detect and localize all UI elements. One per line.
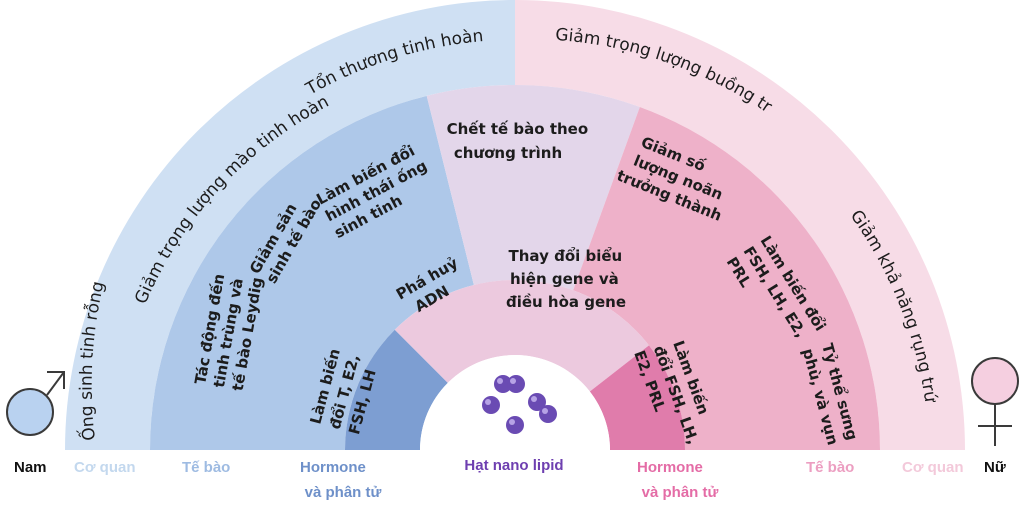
cell-ring-female [573, 107, 880, 450]
center-core [420, 355, 610, 450]
hormone-label-female: Hormone và phân tử [637, 459, 718, 501]
hormone-label-male: Hormone và phân tử [300, 459, 381, 501]
nanoparticle-highlight [510, 378, 516, 384]
male-symbol-icon [6, 371, 65, 436]
nanoparticle-highlight [497, 378, 503, 384]
center-label: Hạt nano lipid [464, 457, 563, 474]
nanoparticle-highlight [509, 419, 515, 425]
nanoparticle-cluster [482, 375, 557, 434]
hormone-ring-male [345, 329, 448, 450]
organ-label-male: Cơ quan [74, 459, 136, 476]
gender-female-label: Nữ [984, 459, 1006, 476]
cell-label-male: Tế bào [182, 459, 230, 476]
female-symbol-icon [971, 357, 1019, 446]
nanoparticle-highlight [542, 408, 548, 414]
hormone-ring-center [394, 279, 649, 392]
nanoparticle-highlight [485, 399, 491, 405]
nanoparticle-dot [506, 416, 524, 434]
nanoparticle-dot [539, 405, 557, 423]
cell-item-center: Chết tế bào theo chương trình [447, 119, 594, 162]
organ-ring-male [65, 0, 515, 450]
hormone-ring-female [589, 345, 685, 450]
nanoparticle-highlight [531, 396, 537, 402]
cell-label-female: Tế bào [806, 459, 854, 476]
inner-item-right: Thay đổi biểu hiện gene và điều hòa gene [506, 246, 628, 311]
nanoparticle-dot [507, 375, 525, 393]
cell-ring-center [426, 85, 640, 291]
cell-ring-male [150, 95, 474, 451]
organ-ring-female [515, 0, 965, 450]
organ-label-female: Cơ quan [902, 459, 964, 476]
nanoparticle-dot [482, 396, 500, 414]
gender-male-label: Nam [14, 459, 47, 476]
